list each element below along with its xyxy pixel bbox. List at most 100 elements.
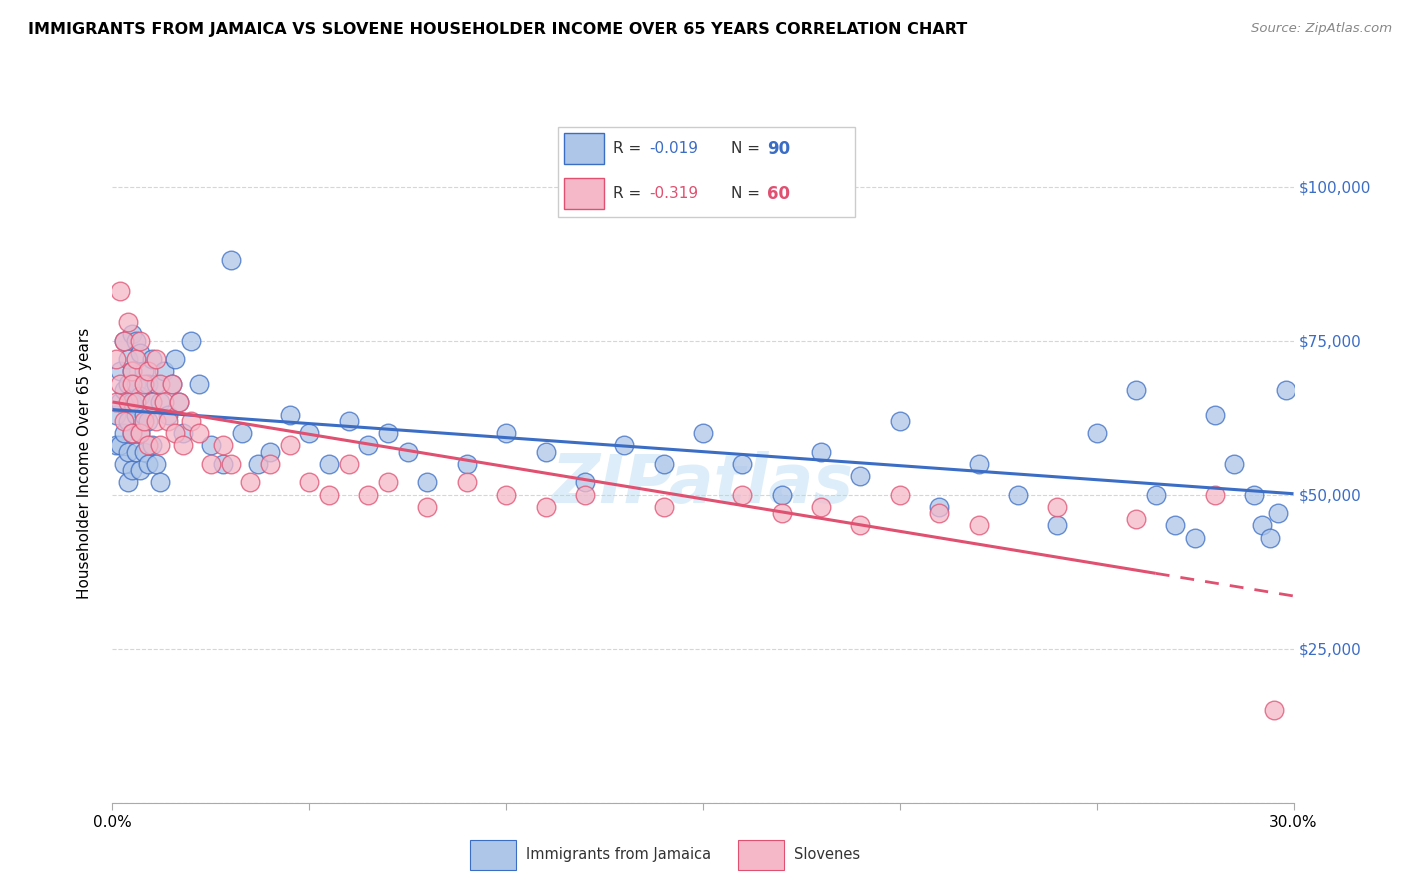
Point (967, 457, 990, 471)
Point (156, 414, 179, 428)
Point (110, 438, 132, 452)
Point (145, 414, 167, 428)
Point (141, 395, 163, 409)
Point (110, 376, 132, 391)
Point (357, 438, 380, 452)
Point (298, 475, 321, 490)
Point (132, 444, 155, 458)
Point (219, 457, 242, 471)
Point (145, 376, 167, 391)
Point (125, 352, 148, 367)
Point (495, 425, 517, 440)
Point (112, 425, 135, 440)
Point (141, 438, 163, 452)
Point (160, 376, 183, 391)
Point (377, 425, 399, 440)
Point (1223, 457, 1246, 471)
Y-axis label: Householder Income Over 65 years: Householder Income Over 65 years (77, 328, 91, 599)
Point (1144, 488, 1167, 502)
Point (145, 352, 167, 367)
Point (121, 425, 143, 440)
Point (731, 457, 754, 471)
Point (125, 334, 148, 348)
Point (117, 414, 139, 428)
Point (456, 475, 478, 490)
Point (125, 376, 148, 391)
FancyBboxPatch shape (738, 840, 785, 870)
Point (121, 364, 143, 378)
Point (105, 395, 128, 409)
Point (172, 438, 194, 452)
Point (136, 376, 159, 391)
Point (129, 463, 152, 477)
Point (396, 444, 419, 458)
Point (117, 376, 139, 391)
Text: R =: R = (613, 186, 645, 202)
Point (112, 334, 135, 348)
Point (278, 438, 301, 452)
Point (149, 376, 172, 391)
Point (125, 408, 148, 422)
Text: N =: N = (731, 141, 765, 156)
Point (652, 457, 675, 471)
Point (1267, 506, 1289, 520)
Point (849, 518, 872, 533)
Text: ZIPatlas: ZIPatlas (553, 451, 853, 517)
Point (165, 352, 187, 367)
Point (117, 315, 139, 329)
Point (613, 438, 636, 452)
Point (1007, 488, 1029, 502)
Point (456, 457, 478, 471)
Point (125, 395, 148, 409)
Point (136, 414, 159, 428)
Point (132, 376, 155, 391)
Point (770, 506, 793, 520)
Point (169, 395, 191, 409)
Point (125, 444, 148, 458)
Point (416, 475, 439, 490)
Text: R =: R = (613, 141, 645, 156)
FancyBboxPatch shape (564, 178, 603, 210)
Point (160, 376, 183, 391)
Point (121, 425, 143, 440)
Point (188, 425, 211, 440)
Point (211, 457, 233, 471)
Point (889, 414, 911, 428)
Point (149, 475, 172, 490)
Point (239, 475, 262, 490)
Point (105, 408, 128, 422)
Point (141, 395, 163, 409)
Point (652, 500, 675, 514)
Point (110, 285, 132, 299)
Point (574, 475, 596, 490)
Point (889, 488, 911, 502)
Point (117, 444, 139, 458)
FancyBboxPatch shape (558, 127, 855, 217)
Point (117, 475, 139, 490)
Point (337, 414, 360, 428)
Point (231, 425, 253, 440)
Point (1125, 512, 1147, 526)
Text: -0.319: -0.319 (650, 186, 699, 202)
Point (180, 334, 202, 348)
Point (112, 457, 135, 471)
Point (1258, 531, 1281, 545)
Point (188, 376, 211, 391)
Point (121, 327, 143, 342)
Point (1085, 425, 1108, 440)
Point (1125, 383, 1147, 397)
Point (219, 253, 242, 268)
Point (136, 364, 159, 378)
Point (121, 395, 143, 409)
Point (1263, 703, 1285, 717)
Point (200, 457, 222, 471)
Point (1204, 408, 1226, 422)
Point (534, 500, 557, 514)
Point (105, 352, 128, 367)
Point (278, 408, 301, 422)
Point (849, 469, 872, 483)
Point (110, 395, 132, 409)
Point (169, 395, 191, 409)
Point (121, 376, 143, 391)
Point (692, 425, 714, 440)
